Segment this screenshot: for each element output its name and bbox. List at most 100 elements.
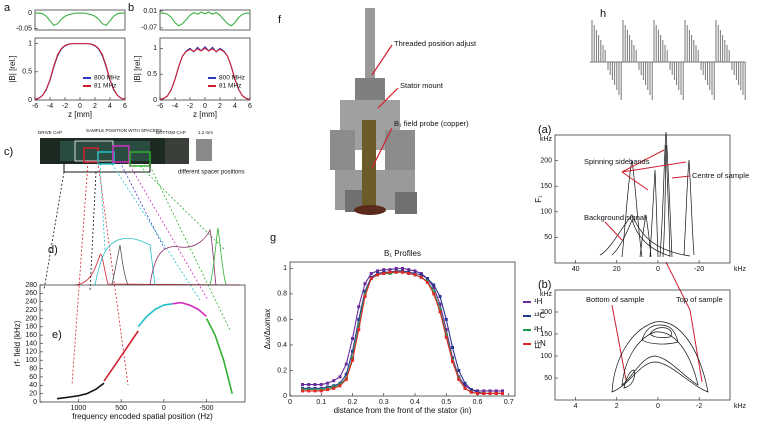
y-tick-label: 0.6 xyxy=(277,316,287,323)
y-tick-label: 180 xyxy=(25,324,37,331)
marker xyxy=(438,302,442,306)
marker xyxy=(438,307,442,311)
y-tick-label: 1 xyxy=(28,40,32,47)
marker xyxy=(401,266,404,270)
marker xyxy=(319,389,323,393)
plot-frame xyxy=(554,289,731,401)
y-axis-label: F₁ xyxy=(534,341,543,349)
series-line xyxy=(103,330,139,382)
annotation: Background signal xyxy=(584,213,646,222)
x-unit: kHz xyxy=(734,403,747,410)
legend-label: ¹H xyxy=(534,297,543,306)
panel-label: (b) xyxy=(538,279,551,291)
series-line xyxy=(34,43,126,100)
spectra xyxy=(74,227,241,286)
x-tick-label: 0 xyxy=(656,266,660,273)
marker xyxy=(344,362,348,366)
y-tick-label: 50 xyxy=(544,375,552,382)
panel-label: e) xyxy=(52,329,62,341)
x-tick-label: 0 xyxy=(162,405,166,412)
marker xyxy=(376,269,379,273)
marker xyxy=(482,391,486,395)
y-tick-label: 1 xyxy=(153,45,157,52)
x-tick-label: 0.1 xyxy=(316,399,326,406)
marker xyxy=(426,280,429,284)
series-line xyxy=(159,45,251,101)
x-tick-label: 4 xyxy=(108,103,112,110)
marker xyxy=(313,383,317,387)
x-tick-label: 2 xyxy=(93,103,97,110)
legend-label: 800 MHz xyxy=(219,75,245,82)
plot-frame xyxy=(34,37,126,101)
marker xyxy=(488,391,492,395)
panel-label: a xyxy=(4,2,11,14)
y-tick-label: 100 xyxy=(25,357,37,364)
y-axis-label: F₁ xyxy=(534,195,543,203)
marker xyxy=(357,305,361,309)
annotation: different spacer positions xyxy=(178,170,245,176)
marker xyxy=(363,294,367,298)
marker xyxy=(463,386,467,390)
x-tick-label: 0 xyxy=(78,103,82,110)
x-tick-label: 0 xyxy=(656,403,660,410)
y-tick-label: -0.05 xyxy=(16,25,32,32)
panel-label: h xyxy=(600,8,606,20)
marker xyxy=(432,289,436,293)
series-line xyxy=(302,270,503,394)
marker xyxy=(501,391,504,395)
x-tick-label: 4 xyxy=(233,103,237,110)
y-tick-label: 0 xyxy=(33,399,37,406)
y-axis-label: rf- field (kHz) xyxy=(13,320,22,366)
marker xyxy=(451,356,454,360)
marker xyxy=(301,389,304,393)
y-tick-label: 40 xyxy=(29,382,37,389)
x-tick-label: 0.6 xyxy=(473,399,483,406)
y-tick-label: 200 xyxy=(25,315,37,322)
x-tick-label: -6 xyxy=(157,103,163,110)
y-tick-label: 140 xyxy=(25,340,37,347)
annotation: BOTTOM CAP xyxy=(156,130,186,135)
marker xyxy=(407,271,411,275)
marker xyxy=(369,277,373,281)
y-tick-label: 0.8 xyxy=(277,291,287,298)
marker xyxy=(369,271,373,275)
marker xyxy=(438,310,442,314)
contours xyxy=(611,321,709,393)
legend-label: ¹⁵N xyxy=(534,339,546,348)
y-tick-label: 50 xyxy=(544,234,552,241)
marker xyxy=(444,317,448,321)
marker xyxy=(394,266,398,270)
marker xyxy=(451,360,454,364)
marker xyxy=(413,269,417,273)
series-line xyxy=(172,301,208,317)
chart-title: B₁ Profiles xyxy=(384,249,421,258)
marker xyxy=(344,377,348,381)
marker xyxy=(326,388,329,392)
panel-label: d) xyxy=(48,244,58,256)
y-tick-label: 0.5 xyxy=(22,69,32,76)
marker xyxy=(469,388,473,392)
series-line xyxy=(302,271,503,394)
probe-illustration xyxy=(330,8,417,215)
marker xyxy=(444,335,448,339)
marker xyxy=(432,283,436,287)
marker xyxy=(451,346,454,350)
y-tick-label: 0.5 xyxy=(147,71,157,78)
panel-label: (a) xyxy=(538,124,551,136)
marker xyxy=(326,381,329,385)
y-axis-label: |B| [rel.] xyxy=(133,55,142,82)
marker xyxy=(313,389,317,393)
x-tick-label: 500 xyxy=(115,405,127,412)
x-tick-label: 0 xyxy=(203,103,207,110)
series-line xyxy=(159,47,251,101)
y-tick-label: -0.07 xyxy=(141,25,157,32)
annotation: Spinning sidebands xyxy=(584,157,650,166)
x-axis-label: distance from the front of the stator (i… xyxy=(334,406,472,415)
series-line xyxy=(160,11,250,27)
marker xyxy=(494,389,498,393)
legend-label: 81 MHz xyxy=(219,83,241,90)
marker xyxy=(432,292,436,296)
marker xyxy=(332,386,336,390)
marker xyxy=(357,324,361,328)
